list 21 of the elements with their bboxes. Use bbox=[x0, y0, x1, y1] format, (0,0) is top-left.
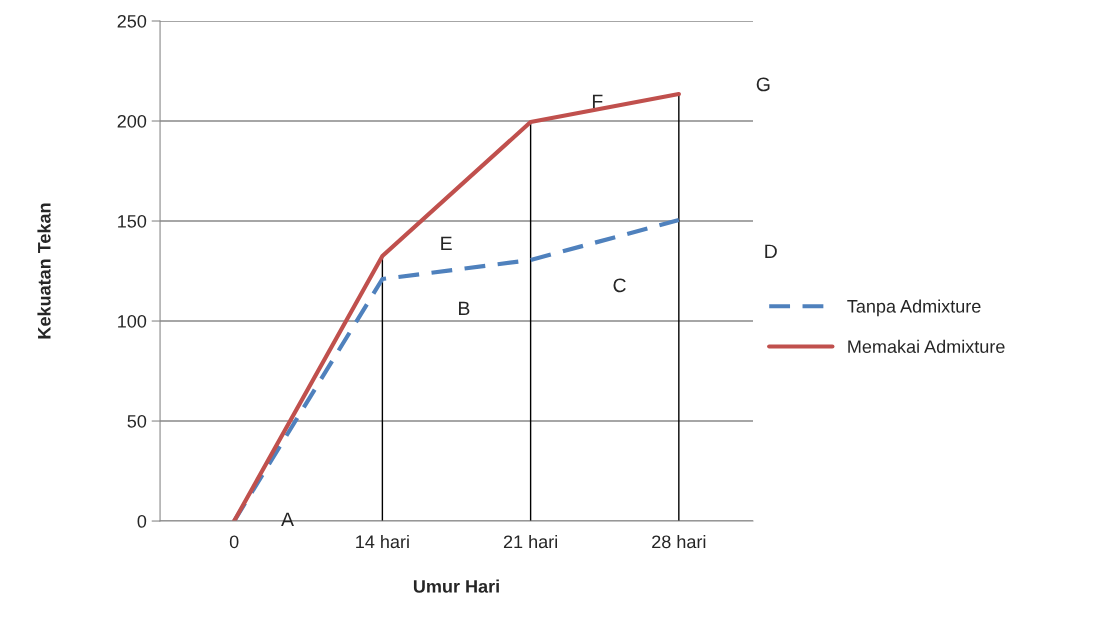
y-tick-label: 50 bbox=[127, 414, 147, 428]
annotation: A bbox=[281, 512, 294, 527]
legend-label: Memakai Admixture bbox=[848, 339, 1005, 354]
y-tick-label: 150 bbox=[118, 214, 147, 228]
annotation: B bbox=[459, 301, 470, 316]
x-tick-label: 28 hari bbox=[652, 534, 706, 549]
annotation: F bbox=[592, 94, 603, 109]
y-tick-label: 0 bbox=[137, 514, 147, 528]
x-tick-label: 0 bbox=[229, 535, 239, 549]
y-axis-title: Kekuatan Tekan bbox=[37, 203, 51, 339]
text: G bbox=[756, 77, 770, 92]
annotation: E bbox=[441, 236, 452, 251]
y-tick-label: 200 bbox=[117, 114, 147, 128]
x-axis-title: Umur Hari bbox=[413, 579, 499, 593]
text: D bbox=[765, 244, 777, 259]
y-tick-label: 250 bbox=[117, 14, 147, 28]
legend-label: Tanpa Admixture bbox=[847, 299, 981, 317]
y-tick-label: 100 bbox=[118, 314, 147, 328]
x-tick-label: 14 hari bbox=[356, 534, 409, 549]
annotation: C bbox=[613, 278, 626, 293]
x-tick-label: 21 hari bbox=[503, 534, 557, 549]
